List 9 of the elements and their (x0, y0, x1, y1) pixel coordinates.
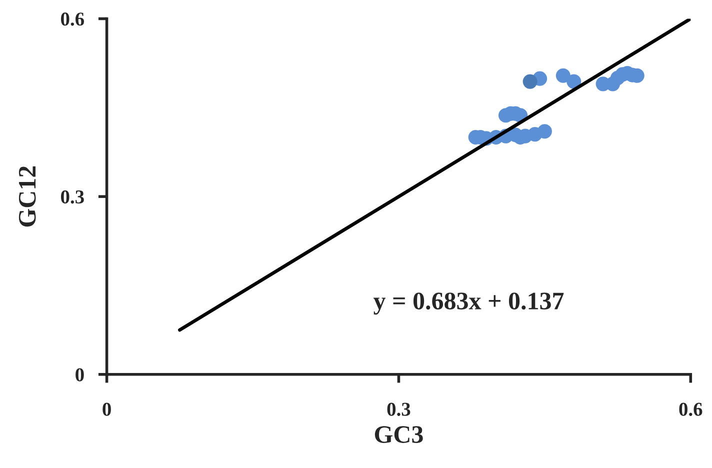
x-axis-title: GC3 (374, 426, 423, 443)
annotation: y = 0.683x + 0.137 (374, 292, 564, 315)
x-tick-label: 0.6 (679, 402, 702, 416)
x-tick-label: 0 (102, 402, 111, 416)
y-tick-label: 0.6 (61, 12, 84, 26)
y-tick-label: 0.3 (61, 190, 84, 204)
y-tick-label: 0 (76, 368, 84, 382)
x-tick-label: 0.3 (387, 402, 410, 416)
y-axis-title: GC12 (18, 166, 36, 227)
